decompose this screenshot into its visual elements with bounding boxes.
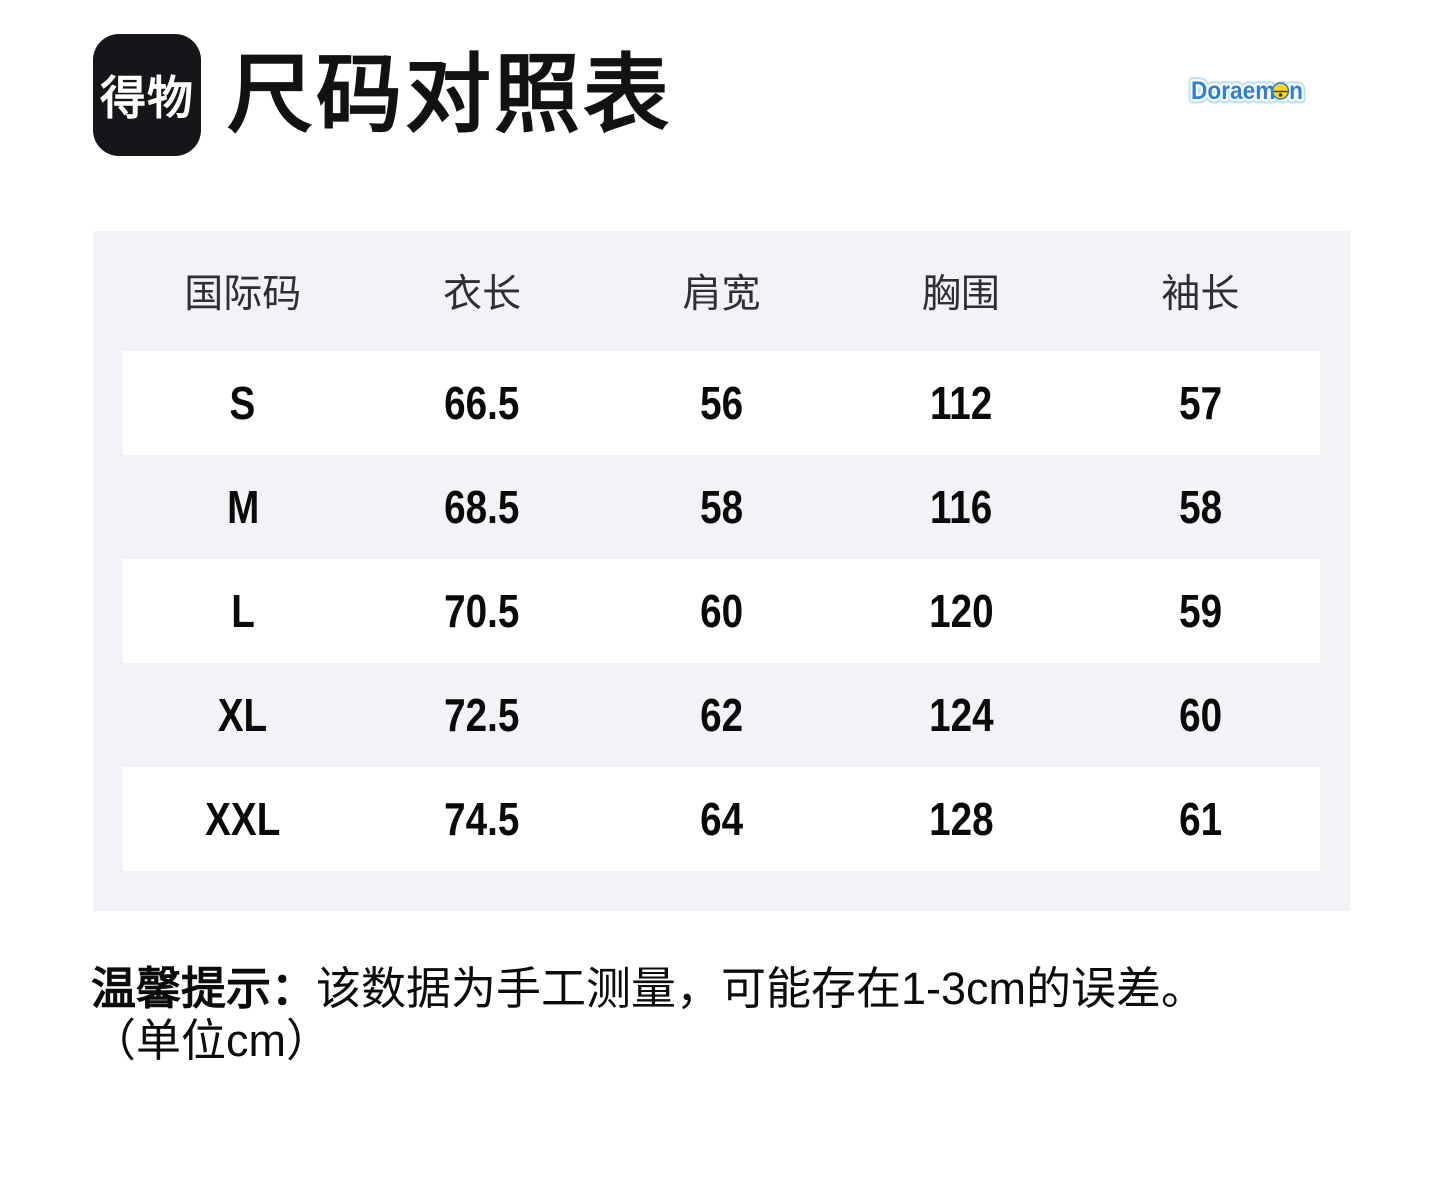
doraemon-logo: Doraemon Doraemon Doraemon bbox=[1187, 73, 1308, 110]
note-unit: （单位cm） bbox=[91, 1015, 331, 1067]
chest-value: 120 bbox=[928, 585, 994, 637]
garment-length-value: 68.5 bbox=[444, 481, 520, 533]
size-label: XL bbox=[218, 689, 268, 741]
doraemon-bell-icon bbox=[1271, 82, 1290, 100]
page-header: 得物 尺码对照表 bbox=[93, 33, 672, 157]
column-header-garment-length: 衣长 bbox=[443, 273, 522, 316]
shoulder-width-value: 58 bbox=[700, 481, 743, 533]
sleeve-length-value: 61 bbox=[1178, 793, 1222, 845]
garment-length-value: 72.5 bbox=[444, 689, 520, 741]
size-label: L bbox=[230, 585, 255, 637]
garment-length-value: 66.5 bbox=[444, 377, 520, 429]
note-label: 温馨提示： bbox=[91, 963, 317, 1014]
column-header-sleeve-length: 袖长 bbox=[1161, 273, 1240, 316]
chest-value: 124 bbox=[928, 689, 994, 741]
table-row: XL 72.5 62 124 60 bbox=[123, 663, 1320, 767]
table-row: L 70.5 60 120 59 bbox=[123, 559, 1320, 663]
measurement-note: 温馨提示：该数据为手工测量，可能存在1-3cm的误差。 （单位cm） bbox=[91, 963, 1361, 1067]
note-text: 该数据为手工测量，可能存在1-3cm的误差。 bbox=[316, 963, 1207, 1014]
size-label: M bbox=[226, 481, 259, 533]
table-header-row: 国际码 衣长 肩宽 胸围 袖长 bbox=[123, 231, 1320, 351]
shoulder-width-value: 56 bbox=[700, 377, 743, 429]
shoulder-width-value: 64 bbox=[700, 793, 743, 845]
dewu-logo: 得物 bbox=[93, 34, 201, 156]
page-title: 尺码对照表 bbox=[227, 47, 672, 143]
shoulder-width-value: 62 bbox=[700, 689, 743, 741]
column-header-shoulder-width: 肩宽 bbox=[682, 273, 761, 316]
size-label: XXL bbox=[205, 793, 281, 845]
size-label: S bbox=[229, 377, 256, 429]
table-row: M 68.5 58 116 58 bbox=[123, 455, 1320, 559]
garment-length-value: 70.5 bbox=[444, 585, 520, 637]
sleeve-length-value: 59 bbox=[1178, 585, 1222, 637]
column-header-chest: 胸围 bbox=[921, 273, 1000, 316]
chest-value: 116 bbox=[929, 481, 993, 533]
sleeve-length-value: 58 bbox=[1178, 481, 1222, 533]
chest-value: 112 bbox=[929, 377, 993, 429]
dewu-logo-text: 得物 bbox=[100, 72, 194, 124]
chest-value: 128 bbox=[928, 793, 994, 845]
sleeve-length-value: 60 bbox=[1178, 689, 1222, 741]
size-chart-card: 国际码 衣长 肩宽 胸围 袖长 S 66.5 56 112 57 M 68.5 … bbox=[93, 231, 1350, 911]
sleeve-length-value: 57 bbox=[1178, 377, 1222, 429]
table-row: XXL 74.5 64 128 61 bbox=[123, 767, 1320, 871]
column-header-intl-size: 国际码 bbox=[184, 273, 302, 316]
shoulder-width-value: 60 bbox=[700, 585, 743, 637]
garment-length-value: 74.5 bbox=[444, 793, 520, 845]
table-row: S 66.5 56 112 57 bbox=[123, 351, 1320, 455]
